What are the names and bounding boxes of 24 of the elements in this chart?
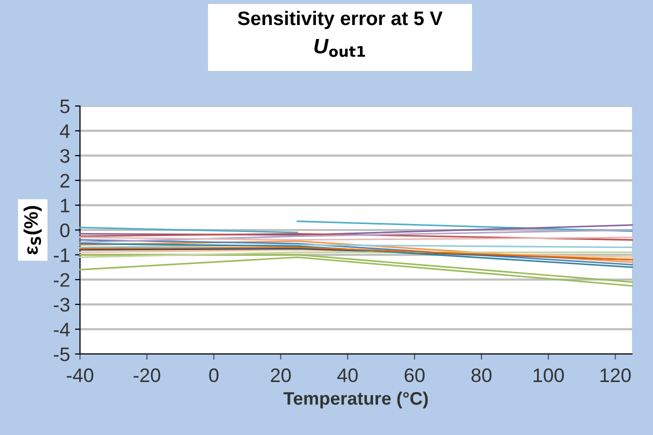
y-tick-label: 4 (60, 124, 70, 138)
y-tick-label: -5 (54, 348, 70, 362)
x-tick-label: -40 (66, 368, 94, 382)
y-tick-label: 0 (60, 223, 70, 238)
chart-title: Sensitivity error at 5 V (238, 10, 443, 30)
x-tick-label: -20 (134, 368, 160, 382)
y-tick-label: -3 (54, 298, 70, 312)
x-tick-label: 60 (404, 368, 425, 382)
y-tick-label: 2 (60, 174, 70, 188)
y-tick-label: -1 (54, 248, 70, 262)
y-tick-label: -4 (54, 322, 70, 336)
y-tick-label: -2 (54, 273, 70, 287)
y-tick-label: 1 (60, 198, 70, 212)
x-tick-label: 120 (600, 368, 631, 382)
x-tick-label: 40 (337, 368, 358, 382)
y-axis-title: ε$_{S}$(%) (24, 206, 42, 254)
y-tick-label: 3 (60, 149, 70, 163)
chart-subtitle: U$_{out1}$ (314, 39, 365, 57)
x-tick-label: 20 (270, 368, 291, 382)
x-axis-title: Temperature (°C) (284, 392, 428, 408)
x-tick-label: 80 (471, 368, 492, 382)
x-tick-label: 0 (209, 368, 218, 382)
y-tick-label: 5 (60, 100, 70, 114)
x-tick-label: 100 (534, 368, 564, 382)
